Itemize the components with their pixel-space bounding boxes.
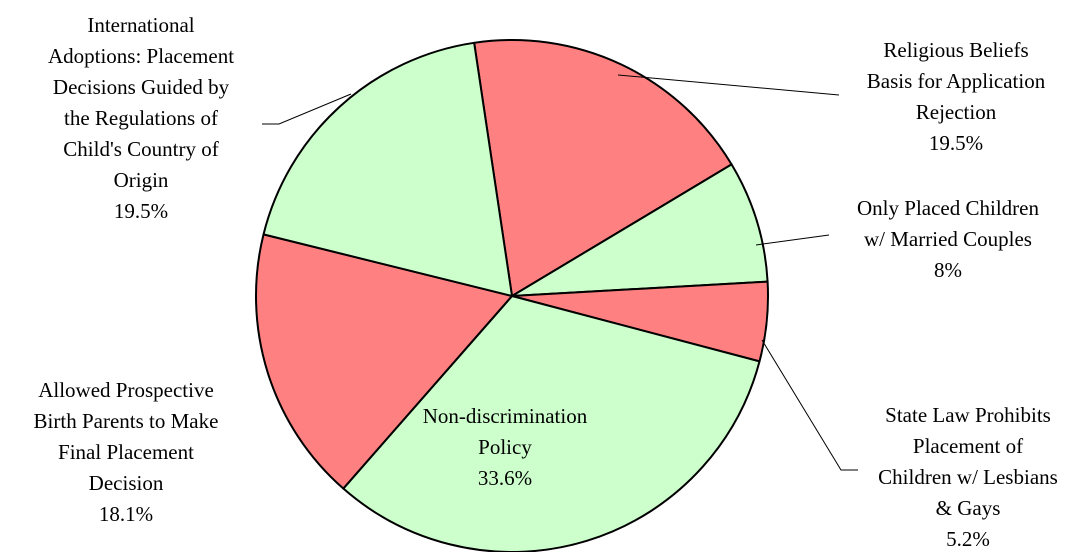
pie-slice-2 <box>511 163 769 297</box>
slice-label-3-line-4: & Gays <box>936 496 1001 520</box>
slice-labels: Religious Beliefs Basis for Application Re… <box>34 13 1058 551</box>
slice-value-label-5: 18.1% <box>99 502 153 526</box>
leader-line-2 <box>755 234 830 246</box>
slice-label-4-line-2: Policy <box>478 435 532 459</box>
slice-value-label-3: 5.2% <box>946 527 990 551</box>
slice-label-5-line-3: Final Placement <box>58 440 194 464</box>
pie-slice-6 <box>262 41 513 297</box>
slice-label-2-line-2: w/ Married Couples <box>864 227 1032 251</box>
slice-label-6-line-6: Origin <box>114 168 169 192</box>
slice-value-label-1: 19.5% <box>929 131 983 155</box>
leader-lines <box>262 74 858 471</box>
leader-line-6 <box>262 93 352 125</box>
slice-label-2-line-1: Only Placed Children <box>857 196 1039 220</box>
slice-label-1-line-2: Basis for Application <box>867 69 1046 93</box>
slice-label-6-line-4: the Regulations of <box>64 106 218 130</box>
slice-label-3-line-1: State Law Prohibits <box>885 403 1051 427</box>
pie-slice-1 <box>473 39 733 297</box>
slice-label-5-line-2: Birth Parents to Make <box>34 409 219 433</box>
slice-label-4-line-1: Non-discrimination <box>423 404 588 428</box>
slice-label-6-line-3: Decisions Guided by <box>53 75 230 99</box>
slice-label-6-line-1: International <box>87 13 194 37</box>
slice-value-label-6: 19.5% <box>114 199 168 223</box>
slice-label-6-line-2: Adoptions: Placement <box>48 44 234 68</box>
slice-label-5-line-4: Decision <box>89 471 164 495</box>
slice-label-6-line-5: Child's Country of <box>63 137 218 161</box>
slice-value-label-2: 8% <box>934 258 962 282</box>
slice-label-1-line-3: Rejection <box>916 100 997 124</box>
pie-slice-4 <box>342 295 761 552</box>
slice-label-3-line-3: Children w/ Lesbians <box>878 465 1058 489</box>
slice-label-1-line-1: Religious Beliefs <box>883 38 1028 62</box>
leader-line-3 <box>761 339 858 471</box>
slice-label-5-line-1: Allowed Prospective <box>38 378 214 402</box>
slice-label-3-line-2: Placement of <box>913 434 1023 458</box>
pie-slices <box>255 39 769 552</box>
slice-value-label-4: 33.6% <box>478 466 532 490</box>
leader-line-1 <box>617 74 840 96</box>
pie-slice-5 <box>255 233 513 490</box>
